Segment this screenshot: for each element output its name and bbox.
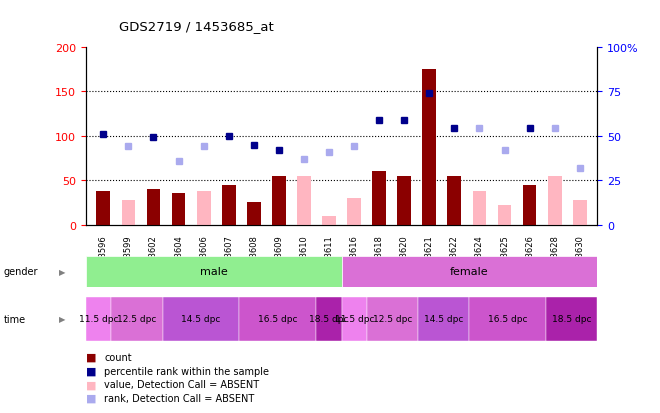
- Bar: [272, 176, 286, 225]
- Bar: [239, 297, 316, 341]
- Bar: [498, 206, 512, 225]
- Bar: [147, 190, 160, 225]
- Bar: [162, 297, 239, 341]
- Bar: [418, 297, 469, 341]
- Bar: [316, 297, 342, 341]
- Bar: [523, 185, 537, 225]
- Bar: [322, 216, 336, 225]
- Text: ■: ■: [86, 366, 96, 376]
- Bar: [447, 176, 461, 225]
- Bar: [247, 203, 261, 225]
- Text: 14.5 dpc: 14.5 dpc: [424, 315, 463, 323]
- Bar: [347, 198, 361, 225]
- Bar: [86, 297, 112, 341]
- Bar: [473, 191, 486, 225]
- Text: 18.5 dpc: 18.5 dpc: [552, 315, 591, 323]
- Bar: [469, 297, 546, 341]
- Bar: [342, 256, 597, 287]
- Text: ■: ■: [86, 380, 96, 389]
- Bar: [548, 176, 562, 225]
- Bar: [372, 172, 386, 225]
- Bar: [112, 297, 162, 341]
- Bar: [222, 185, 236, 225]
- Text: percentile rank within the sample: percentile rank within the sample: [104, 366, 269, 376]
- Text: 12.5 dpc: 12.5 dpc: [117, 315, 156, 323]
- Bar: [546, 297, 597, 341]
- Text: male: male: [200, 266, 228, 277]
- Bar: [397, 176, 411, 225]
- Text: 14.5 dpc: 14.5 dpc: [182, 315, 220, 323]
- Bar: [172, 194, 185, 225]
- Text: 11.5 dpc: 11.5 dpc: [335, 315, 374, 323]
- Text: female: female: [450, 266, 489, 277]
- Text: 18.5 dpc: 18.5 dpc: [309, 315, 348, 323]
- Bar: [197, 191, 211, 225]
- Text: ▶: ▶: [59, 315, 66, 323]
- Text: value, Detection Call = ABSENT: value, Detection Call = ABSENT: [104, 380, 259, 389]
- Text: rank, Detection Call = ABSENT: rank, Detection Call = ABSENT: [104, 393, 255, 403]
- Bar: [367, 297, 418, 341]
- Bar: [342, 297, 367, 341]
- Text: count: count: [104, 352, 132, 362]
- Text: gender: gender: [3, 266, 38, 277]
- Bar: [96, 191, 110, 225]
- Text: ■: ■: [86, 352, 96, 362]
- Text: 11.5 dpc: 11.5 dpc: [79, 315, 118, 323]
- Bar: [573, 200, 587, 225]
- Bar: [121, 200, 135, 225]
- Text: 12.5 dpc: 12.5 dpc: [373, 315, 412, 323]
- Bar: [86, 256, 342, 287]
- Text: GDS2719 / 1453685_at: GDS2719 / 1453685_at: [119, 20, 273, 33]
- Text: 16.5 dpc: 16.5 dpc: [488, 315, 527, 323]
- Bar: [297, 176, 311, 225]
- Text: 16.5 dpc: 16.5 dpc: [258, 315, 298, 323]
- Bar: [422, 70, 436, 225]
- Text: ■: ■: [86, 393, 96, 403]
- Text: ▶: ▶: [59, 267, 66, 276]
- Text: time: time: [3, 314, 26, 324]
